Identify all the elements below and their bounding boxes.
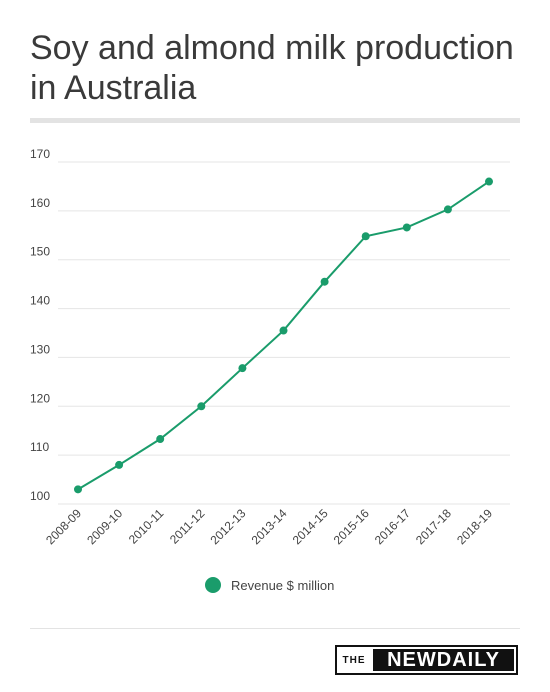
x-tick-label: 2018-19 — [454, 506, 495, 547]
x-tick-label: 2008-09 — [43, 506, 84, 547]
y-tick-label: 140 — [30, 294, 50, 308]
x-tick-label: 2009-10 — [84, 506, 125, 547]
y-tick-label: 120 — [30, 391, 50, 405]
data-point — [74, 485, 82, 494]
legend-marker — [205, 577, 221, 593]
data-point — [361, 232, 370, 241]
x-tick-label: 2015-16 — [331, 506, 372, 547]
y-tick-label: 100 — [30, 489, 50, 503]
y-tick-label: 130 — [30, 342, 50, 356]
legend-label: Revenue $ million — [231, 577, 335, 593]
data-point — [443, 205, 452, 214]
data-point — [320, 277, 329, 286]
x-axis-labels: 2008-09 2009-10 2010-11 2011-12 2012-13 2013-… — [43, 506, 495, 547]
title-divider — [30, 118, 520, 123]
series-line — [77, 180, 490, 491]
logo-daily: DAILY — [436, 648, 500, 671]
brand-logo: THE NEW DAILY — [335, 645, 518, 675]
footer-divider — [30, 628, 520, 629]
data-point — [279, 326, 288, 335]
x-tick-label: 2011-12 — [167, 506, 208, 547]
data-point — [238, 364, 247, 373]
x-tick-label: 2012-13 — [207, 506, 248, 547]
x-tick-label: 2017-18 — [413, 506, 454, 547]
x-tick-label: 2014-15 — [290, 506, 331, 547]
y-tick-label: 110 — [30, 440, 49, 454]
chart-title: Soy and almond milk production in Austra… — [30, 29, 514, 107]
y-tick-label: 160 — [30, 196, 50, 210]
logo-new: NEW — [387, 648, 437, 671]
data-point — [156, 435, 165, 444]
data-point — [485, 177, 493, 186]
legend: Revenue $ million — [205, 577, 334, 593]
y-tick-label: 150 — [30, 245, 50, 259]
logo-the: THE — [342, 654, 366, 666]
data-point — [197, 402, 206, 411]
x-tick-label: 2016-17 — [372, 506, 413, 547]
x-tick-label: 2013-14 — [249, 506, 290, 547]
logo-wordmark: NEW DAILY — [373, 649, 514, 671]
data-point — [115, 460, 124, 469]
series-layer — [74, 177, 493, 494]
y-tick-label: 170 — [30, 147, 50, 161]
data-point — [402, 223, 411, 232]
x-tick-label: 2010-11 — [126, 506, 167, 547]
y-axis-labels: 100 110 120 130 140 150 160 170 — [30, 147, 50, 503]
